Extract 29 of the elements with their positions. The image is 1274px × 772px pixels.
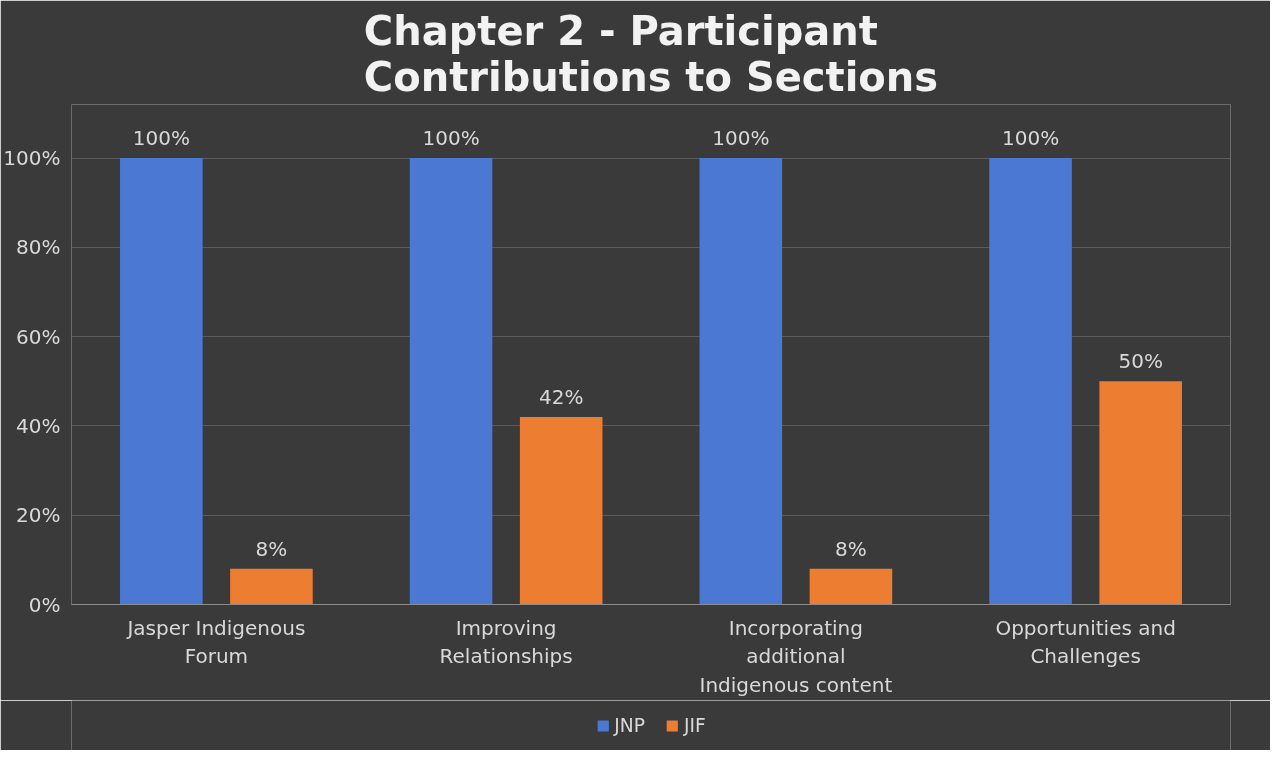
y-tick-label: 80% [16,235,61,260]
bar [409,158,493,605]
y-tick-label: 60% [16,324,61,349]
y-tick-label: 20% [16,503,61,528]
x-tick-label: Incorporating additional Indigenous content [699,615,893,698]
chart-title: Chapter 2 - Participant Contributions to Sections [363,7,939,100]
data-label: 100% [1001,126,1060,151]
y-tick-label: 100% [3,146,61,171]
legend-label: JNP [614,714,645,736]
y-tick-label: 0% [28,592,61,617]
legend-label: JIF [683,714,706,736]
data-label: 100% [422,126,480,151]
x-tick-label: Jasper Indigenous Forum [125,615,306,669]
bar [1099,381,1182,605]
x-tick-label: Improving Relationships [439,615,573,669]
data-label: 8% [835,536,867,561]
bar [809,568,893,605]
bar [230,568,313,605]
data-label: 100% [712,126,770,151]
bar [989,158,1072,605]
y-tick-label: 40% [16,413,61,438]
data-label: 50% [1118,349,1163,374]
x-tick-label: Opportunities and Challenges [995,615,1176,669]
bar [519,417,603,605]
bar [699,158,783,605]
data-label: 42% [538,385,584,409]
data-label: 8% [255,536,288,561]
data-label: 100% [132,126,190,151]
bar [120,158,203,605]
